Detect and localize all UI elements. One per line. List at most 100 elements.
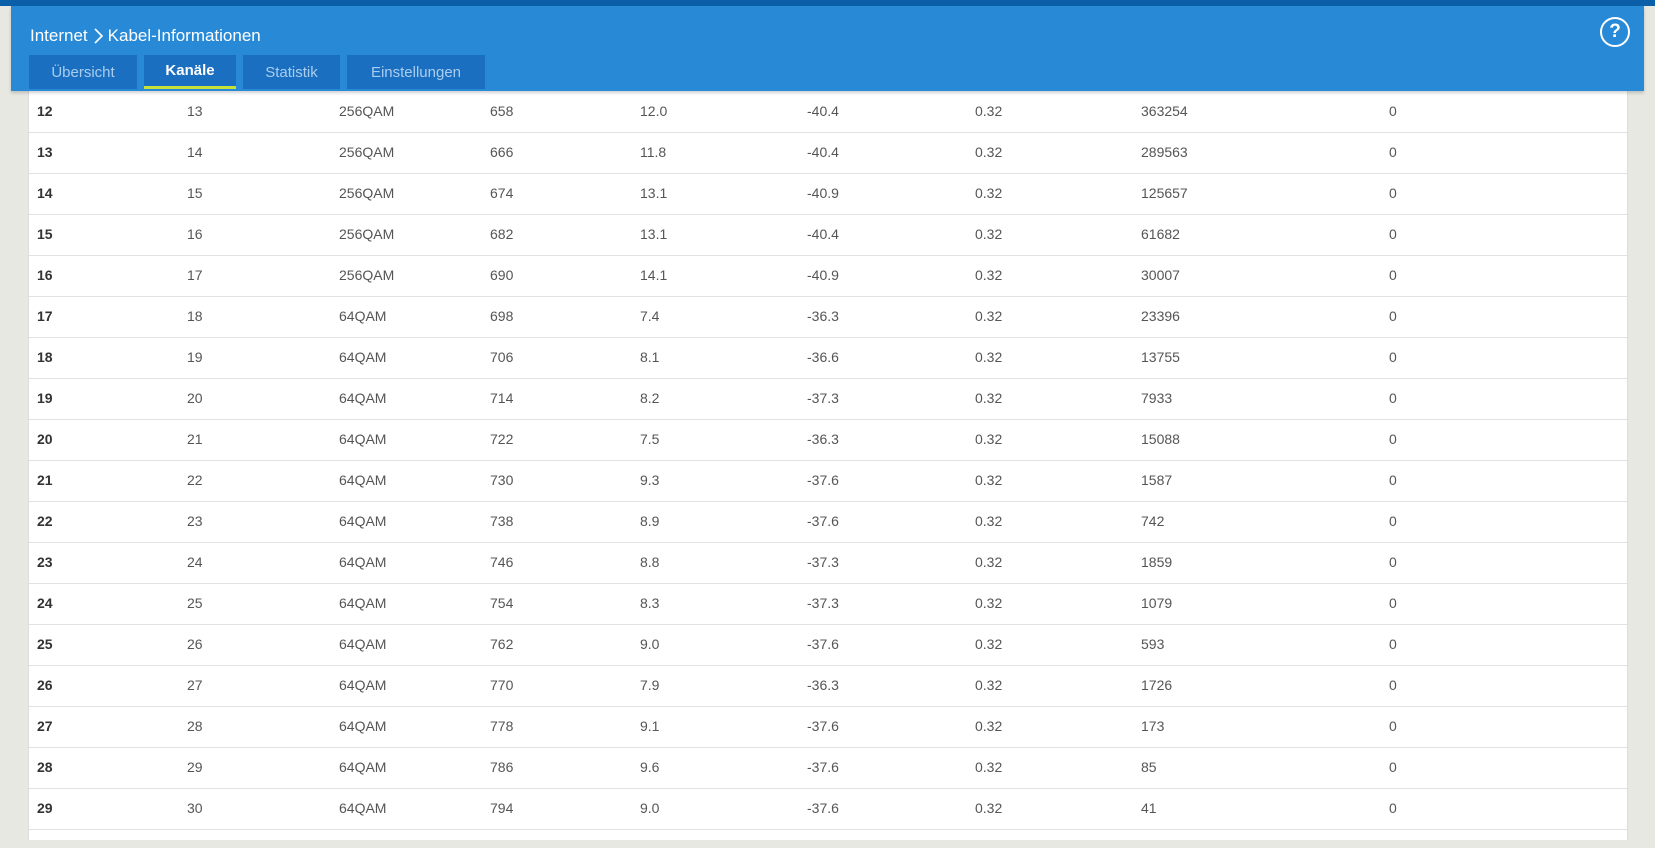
table-cell: 29 — [37, 800, 53, 816]
table-cell: 256QAM — [339, 185, 395, 201]
table-cell: 0 — [1389, 267, 1397, 283]
table-cell: 14 — [187, 144, 203, 160]
bottom-edge — [0, 840, 1655, 848]
table-cell: -40.4 — [807, 226, 839, 242]
table-cell: 15088 — [1141, 431, 1180, 447]
table-cell: 682 — [490, 226, 514, 242]
table-cell: 27 — [187, 677, 203, 693]
table-cell: 9.3 — [640, 472, 660, 488]
table-cell: 0.32 — [975, 349, 1003, 365]
table-row: 24 25 64QAM 754 8.3 -37.3 0.32 1079 0 — [29, 583, 1627, 625]
table-cell: 13.1 — [640, 226, 668, 242]
table-cell: 778 — [490, 718, 514, 734]
table-cell: 27 — [37, 718, 53, 734]
table-cell: 0 — [1389, 103, 1397, 119]
table-cell: 64QAM — [339, 431, 387, 447]
table-cell: -40.9 — [807, 185, 839, 201]
table-cell: 23 — [187, 513, 203, 529]
table-cell: 15 — [187, 185, 203, 201]
table-cell: -36.3 — [807, 308, 839, 324]
table-cell: 14 — [37, 185, 53, 201]
table-cell: 9.1 — [640, 718, 660, 734]
table-cell: 25 — [187, 595, 203, 611]
table-cell: 256QAM — [339, 267, 395, 283]
table-cell: 8.8 — [640, 554, 660, 570]
table-cell: 16 — [187, 226, 203, 242]
breadcrumb: Internet Kabel-Informationen — [30, 21, 261, 51]
table-cell: 16 — [37, 267, 53, 283]
table-cell: 256QAM — [339, 144, 395, 160]
table-cell: 786 — [490, 759, 514, 775]
table-cell: 363254 — [1141, 103, 1188, 119]
table-cell: 9.0 — [640, 800, 660, 816]
table-row: 19 20 64QAM 714 8.2 -37.3 0.32 7933 0 — [29, 378, 1627, 420]
table-cell: 61682 — [1141, 226, 1180, 242]
table-cell: 698 — [490, 308, 514, 324]
table-cell: 1079 — [1141, 595, 1173, 611]
table-cell: 1859 — [1141, 554, 1173, 570]
table-row: 14 15 256QAM 674 13.1 -40.9 0.32 125657 0 — [29, 173, 1627, 215]
table-cell: 0 — [1389, 800, 1397, 816]
table-cell: 593 — [1141, 636, 1165, 652]
page-header: Internet Kabel-Informationen ? Übersicht… — [11, 6, 1644, 91]
table-cell: 7.9 — [640, 677, 660, 693]
table-cell: 64QAM — [339, 800, 387, 816]
channel-table: 12 13 256QAM 658 12.0 -40.4 0.32 363254 0 13 14 256… — [28, 91, 1628, 848]
table-cell: 21 — [37, 472, 53, 488]
table-cell: 289563 — [1141, 144, 1188, 160]
table-cell: 18 — [187, 308, 203, 324]
table-cell: 0 — [1389, 554, 1397, 570]
table-cell: 21 — [187, 431, 203, 447]
table-cell: 19 — [37, 390, 53, 406]
table-cell: 666 — [490, 144, 514, 160]
table-cell: 0 — [1389, 185, 1397, 201]
table-cell: 0.32 — [975, 390, 1003, 406]
table-cell: -37.6 — [807, 636, 839, 652]
table-row: 22 23 64QAM 738 8.9 -37.6 0.32 742 0 — [29, 501, 1627, 543]
table-cell: 64QAM — [339, 677, 387, 693]
table-row: 26 27 64QAM 770 7.9 -36.3 0.32 1726 0 — [29, 665, 1627, 707]
table-cell: 26 — [37, 677, 53, 693]
table-cell: 658 — [490, 103, 514, 119]
table-cell: 20 — [37, 431, 53, 447]
table-cell: -40.9 — [807, 267, 839, 283]
table-cell: 0.32 — [975, 103, 1003, 119]
table-cell: 742 — [1141, 513, 1165, 529]
table-cell: 30007 — [1141, 267, 1180, 283]
table-cell: 125657 — [1141, 185, 1188, 201]
table-cell: -40.4 — [807, 144, 839, 160]
table-cell: 64QAM — [339, 759, 387, 775]
table-cell: 15 — [37, 226, 53, 242]
tab-einstellungen[interactable]: Einstellungen — [347, 55, 485, 89]
table-cell: -37.6 — [807, 800, 839, 816]
table-cell: 0.32 — [975, 677, 1003, 693]
tab-statistik[interactable]: Statistik — [243, 55, 340, 89]
tab-kanaele[interactable]: Kanäle — [144, 55, 236, 89]
table-cell: 12.0 — [640, 103, 668, 119]
table-cell: 64QAM — [339, 472, 387, 488]
help-icon[interactable]: ? — [1600, 17, 1630, 47]
table-cell: 9.6 — [640, 759, 660, 775]
breadcrumb-root[interactable]: Internet — [30, 26, 88, 45]
table-cell: -40.4 — [807, 103, 839, 119]
table-row: 23 24 64QAM 746 8.8 -37.3 0.32 1859 0 — [29, 542, 1627, 584]
tab-uebersicht[interactable]: Übersicht — [29, 55, 137, 89]
table-cell: 762 — [490, 636, 514, 652]
table-cell: 9.0 — [640, 636, 660, 652]
table-row: 27 28 64QAM 778 9.1 -37.6 0.32 173 0 — [29, 706, 1627, 748]
table-cell: -37.6 — [807, 513, 839, 529]
table-cell: -37.3 — [807, 554, 839, 570]
table-row: 12 13 256QAM 658 12.0 -40.4 0.32 363254 0 — [29, 91, 1627, 133]
table-cell: 0 — [1389, 349, 1397, 365]
table-row: 17 18 64QAM 698 7.4 -36.3 0.32 23396 0 — [29, 296, 1627, 338]
table-cell: 770 — [490, 677, 514, 693]
table-cell: 64QAM — [339, 308, 387, 324]
table-cell: 730 — [490, 472, 514, 488]
table-cell: 0 — [1389, 636, 1397, 652]
table-cell: 22 — [37, 513, 53, 529]
table-cell: 0.32 — [975, 472, 1003, 488]
table-cell: 8.2 — [640, 390, 660, 406]
table-cell: -36.3 — [807, 431, 839, 447]
table-cell: 0 — [1389, 513, 1397, 529]
table-cell: 0.32 — [975, 513, 1003, 529]
